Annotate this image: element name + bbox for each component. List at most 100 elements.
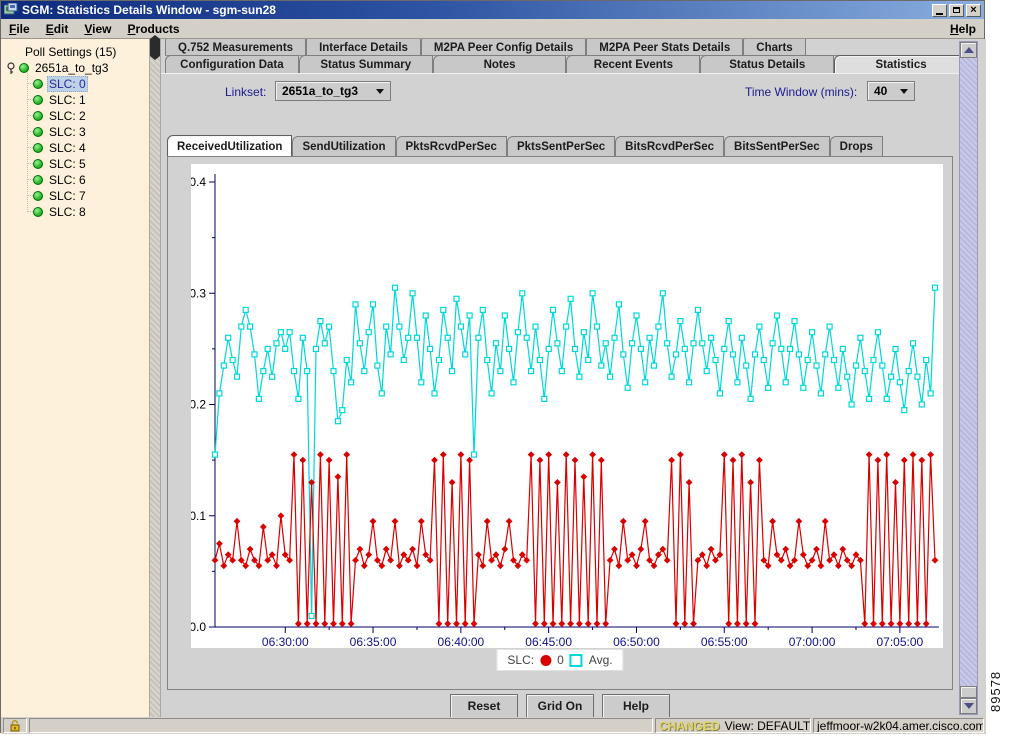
legend-slc-name: 0 bbox=[557, 653, 564, 667]
tab-status-summary[interactable]: Status Summary bbox=[299, 55, 433, 73]
tree-item-slc-2[interactable]: SLC: 2 bbox=[1, 108, 149, 123]
status-ball-icon bbox=[33, 191, 43, 201]
tab-configuration-data[interactable]: Configuration Data bbox=[165, 55, 299, 73]
svg-text:06:55:00: 06:55:00 bbox=[701, 635, 748, 648]
tab-notes[interactable]: Notes bbox=[433, 55, 567, 73]
page: SGM: Statistics Details Window - sgm-sun… bbox=[0, 0, 1011, 744]
window-body: Poll Settings (15) 2651a_to_tg3 SLC: 0 S… bbox=[1, 39, 986, 717]
svg-text:0.3: 0.3 bbox=[191, 286, 206, 300]
tree-item-slc-0[interactable]: SLC: 0 bbox=[1, 76, 149, 91]
window-controls: × bbox=[932, 4, 981, 17]
chevron-down-icon bbox=[376, 89, 384, 94]
reset-button[interactable]: Reset bbox=[450, 694, 518, 718]
svg-text:06:45:00: 06:45:00 bbox=[525, 635, 572, 648]
utilization-chart: 0.00.10.20.30.406:30:0006:35:0006:40:000… bbox=[191, 164, 943, 648]
svg-text:0.0: 0.0 bbox=[191, 620, 206, 634]
svg-text:0.1: 0.1 bbox=[191, 509, 206, 523]
tab-bits-rcvd-per-sec[interactable]: BitsRcvdPerSec bbox=[615, 136, 724, 156]
tree-item-label: SLC: 7 bbox=[47, 189, 88, 203]
split-divider[interactable] bbox=[149, 39, 161, 717]
tree-item-slc-4[interactable]: SLC: 4 bbox=[1, 140, 149, 155]
changed-badge: CHANGED bbox=[659, 719, 720, 733]
tab-pkts-rcvd-per-sec[interactable]: PktsRcvdPerSec bbox=[396, 136, 507, 156]
status-ball-icon bbox=[19, 63, 29, 73]
tab-bits-sent-per-sec[interactable]: BitsSentPerSec bbox=[724, 136, 830, 156]
tree-item-label: SLC: 6 bbox=[47, 173, 88, 187]
minimize-button[interactable] bbox=[932, 4, 947, 17]
tree-item-slc-3[interactable]: SLC: 3 bbox=[1, 124, 149, 139]
scrollbar-thumb[interactable] bbox=[960, 686, 977, 698]
tab-row-1: Q.752 Measurements Interface Details M2P… bbox=[165, 39, 956, 56]
tab-pkts-sent-per-sec[interactable]: PktsSentPerSec bbox=[507, 136, 615, 156]
menu-file[interactable]: File bbox=[1, 20, 38, 38]
linkset-combo[interactable]: 2651a_to_tg3 bbox=[275, 81, 391, 101]
grid-on-button[interactable]: Grid On bbox=[526, 694, 594, 718]
tab-charts[interactable]: Charts bbox=[743, 39, 805, 55]
titlebar: SGM: Statistics Details Window - sgm-sun… bbox=[1, 1, 984, 19]
arrow-down-icon bbox=[964, 703, 974, 709]
tree-node-linkset[interactable]: 2651a_to_tg3 bbox=[1, 60, 149, 75]
tree-item-label: SLC: 4 bbox=[47, 141, 88, 155]
legend-avg-name: Avg. bbox=[589, 653, 613, 667]
status-ball-icon bbox=[33, 79, 43, 89]
tab-status-details[interactable]: Status Details bbox=[700, 55, 834, 73]
view-label: View: DEFAULT bbox=[725, 719, 811, 733]
vertical-scrollbar[interactable] bbox=[959, 41, 978, 715]
tree-item-slc-8[interactable]: SLC: 8 bbox=[1, 204, 149, 219]
tab-statistics[interactable]: Statistics bbox=[834, 55, 968, 73]
menu-help[interactable]: Help bbox=[942, 20, 984, 38]
svg-text:07:05:00: 07:05:00 bbox=[877, 635, 924, 648]
scroll-up-button[interactable] bbox=[960, 42, 977, 58]
tree-item-label: SLC: 3 bbox=[47, 125, 88, 139]
status-ball-icon bbox=[33, 159, 43, 169]
status-ball-icon bbox=[33, 175, 43, 185]
tab-row-2: Configuration Data Status Summary Notes … bbox=[165, 55, 968, 73]
tab-interface-details[interactable]: Interface Details bbox=[306, 39, 421, 55]
changed-view-cell: CHANGED View: DEFAULT bbox=[655, 718, 811, 733]
time-window-value: 40 bbox=[874, 84, 894, 98]
restore-button[interactable] bbox=[949, 4, 964, 17]
menu-view[interactable]: View bbox=[76, 20, 119, 38]
legend-red-circle-icon bbox=[540, 655, 551, 666]
svg-text:06:40:00: 06:40:00 bbox=[438, 635, 485, 648]
tree-item-slc-1[interactable]: SLC: 1 bbox=[1, 92, 149, 107]
tree-item-slc-7[interactable]: SLC: 7 bbox=[1, 188, 149, 203]
svg-text:0.2: 0.2 bbox=[191, 398, 206, 412]
tab-drops[interactable]: Drops bbox=[830, 136, 883, 156]
tree-item-slc-5[interactable]: SLC: 5 bbox=[1, 156, 149, 171]
tab-recent-events[interactable]: Recent Events bbox=[566, 55, 700, 73]
unlock-icon bbox=[9, 719, 22, 732]
tree-item-slc-6[interactable]: SLC: 6 bbox=[1, 172, 149, 187]
svg-text:06:30:00: 06:30:00 bbox=[262, 635, 309, 648]
chart-tab-row: ReceivedUtilization SendUtilization Pkts… bbox=[167, 136, 883, 156]
tab-m2pa-peer-stats-details[interactable]: M2PA Peer Stats Details bbox=[586, 39, 743, 55]
status-ball-icon bbox=[33, 127, 43, 137]
tab-received-utilization[interactable]: ReceivedUtilization bbox=[167, 135, 292, 157]
tree-item-label: SLC: 8 bbox=[47, 205, 88, 219]
app-window: SGM: Statistics Details Window - sgm-sun… bbox=[0, 0, 985, 733]
menu-edit[interactable]: Edit bbox=[38, 20, 77, 38]
statusbar: CHANGED View: DEFAULT jeffmoor-w2k04.ame… bbox=[1, 717, 986, 734]
time-window-combo[interactable]: 40 bbox=[867, 81, 915, 101]
tree-item-label: SLC: 5 bbox=[47, 157, 88, 171]
tree-root-label: Poll Settings (15) bbox=[23, 45, 118, 59]
tree-children: SLC: 0 SLC: 1 SLC: 2 SLC: 3 SLC: 4 SLC: … bbox=[1, 76, 149, 219]
help-button[interactable]: Help bbox=[602, 694, 670, 718]
tree-root-poll-settings[interactable]: Poll Settings (15) bbox=[1, 44, 149, 59]
chart-legend: SLC: 0 Avg. bbox=[496, 649, 623, 671]
close-button[interactable]: × bbox=[966, 4, 981, 17]
svg-text:07:00:00: 07:00:00 bbox=[789, 635, 836, 648]
scroll-down-button[interactable] bbox=[960, 698, 977, 714]
tab-q752-measurements[interactable]: Q.752 Measurements bbox=[165, 39, 306, 55]
arrow-up-icon bbox=[964, 47, 974, 53]
tree-panel: Poll Settings (15) 2651a_to_tg3 SLC: 0 S… bbox=[1, 39, 149, 717]
expand-handle-icon[interactable] bbox=[5, 61, 17, 75]
tab-m2pa-peer-config-details[interactable]: M2PA Peer Config Details bbox=[421, 39, 586, 55]
tab-send-utilization[interactable]: SendUtilization bbox=[292, 136, 395, 156]
legend-label: SLC: bbox=[507, 653, 534, 667]
legend-cyan-square-icon bbox=[570, 654, 583, 667]
tree-item-label: SLC: 0 bbox=[47, 76, 88, 92]
svg-text:06:35:00: 06:35:00 bbox=[350, 635, 397, 648]
buttons-row: Reset Grid On Help bbox=[161, 694, 959, 718]
expand-right-icon[interactable] bbox=[155, 35, 160, 60]
